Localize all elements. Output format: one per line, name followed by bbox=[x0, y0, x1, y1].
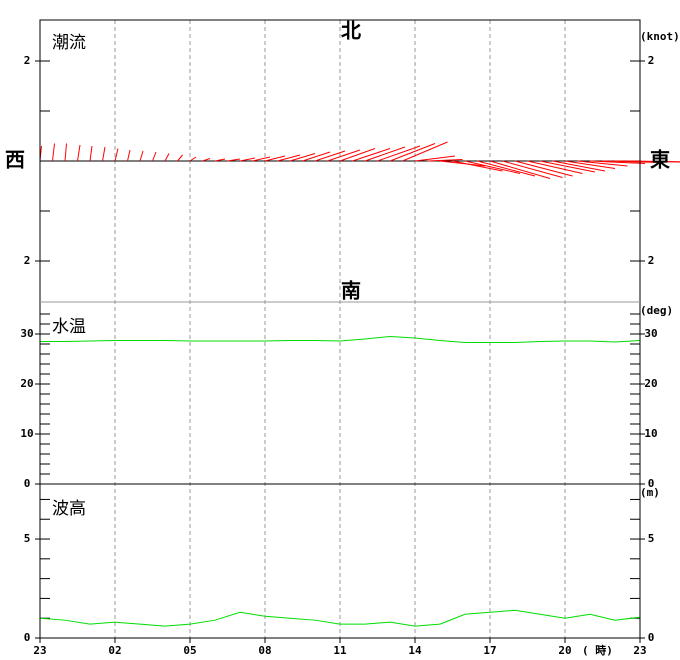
current-vector bbox=[389, 143, 436, 162]
current-vector bbox=[564, 160, 616, 169]
x-tick-label: 20 bbox=[558, 644, 571, 657]
current-vector bbox=[77, 144, 81, 162]
x-tick-label: 08 bbox=[258, 644, 271, 657]
current-vector bbox=[239, 157, 256, 162]
data-line bbox=[39, 609, 641, 627]
direction-south: 南 bbox=[341, 279, 361, 303]
y-tick-label: 2 bbox=[24, 54, 31, 67]
x-tick-label: 17 bbox=[483, 644, 496, 657]
x-tick-label: 23 bbox=[33, 644, 46, 657]
current-vector bbox=[502, 160, 563, 178]
current-vector bbox=[139, 150, 144, 162]
current-vector bbox=[364, 146, 406, 162]
direction-east: 東 bbox=[650, 148, 670, 172]
panel-title: 水温 bbox=[52, 317, 86, 337]
current-vector bbox=[252, 156, 271, 162]
direction-west: 西 bbox=[5, 148, 25, 172]
current-vector bbox=[339, 148, 376, 162]
x-tick-label: 05 bbox=[183, 644, 196, 657]
y-tick-label-right: 0 bbox=[648, 477, 655, 490]
y-tick-label: 2 bbox=[24, 254, 31, 267]
unit-label: (m) bbox=[640, 486, 660, 499]
current-vector bbox=[114, 148, 119, 162]
unit-label: (knot) bbox=[640, 30, 680, 43]
y-tick-label: 20 bbox=[20, 377, 33, 390]
current-vector bbox=[264, 155, 286, 162]
y-tick-label: 5 bbox=[24, 532, 31, 545]
panel-title: 潮流 bbox=[52, 33, 86, 53]
current-vector bbox=[414, 155, 456, 162]
x-tick-label: 23 bbox=[633, 644, 646, 657]
current-vector bbox=[464, 160, 521, 174]
current-vector bbox=[402, 141, 448, 162]
panel-title: 波高 bbox=[52, 499, 86, 519]
y-tick-label-right: 30 bbox=[644, 327, 657, 340]
data-line bbox=[40, 335, 641, 343]
y-tick-label: 10 bbox=[20, 427, 33, 440]
current-vector bbox=[352, 148, 391, 162]
current-vector bbox=[102, 146, 106, 162]
current-vector bbox=[377, 145, 421, 162]
y-tick-label-right: 5 bbox=[648, 532, 655, 545]
current-vector bbox=[477, 160, 536, 177]
current-vector bbox=[277, 154, 301, 162]
current-vector bbox=[589, 160, 646, 164]
x-tick-label: 02 bbox=[108, 644, 121, 657]
current-vector bbox=[314, 150, 346, 162]
y-tick-label-right: 2 bbox=[648, 254, 655, 267]
current-vector bbox=[202, 158, 211, 162]
current-vector bbox=[189, 156, 197, 162]
current-vector bbox=[227, 158, 241, 162]
current-vector bbox=[152, 151, 157, 162]
x-tick-label: 11 bbox=[333, 644, 347, 657]
current-vector bbox=[127, 149, 131, 162]
y-tick-label-right: 20 bbox=[644, 377, 657, 390]
y-tick-label-right: 2 bbox=[648, 54, 655, 67]
plot-frame bbox=[39, 19, 641, 639]
current-vector bbox=[527, 160, 583, 174]
current-vector bbox=[539, 160, 596, 173]
current-vector bbox=[164, 153, 170, 162]
unit-label: (deg) bbox=[640, 304, 673, 317]
y-tick-label: 30 bbox=[20, 327, 33, 340]
current-vector bbox=[289, 153, 316, 162]
current-vector bbox=[214, 158, 226, 162]
current-vector bbox=[452, 160, 503, 172]
current-vector bbox=[489, 160, 551, 179]
current-vector bbox=[514, 160, 573, 177]
current-vector bbox=[427, 159, 463, 162]
y-tick-label: 0 bbox=[24, 477, 31, 490]
current-vector bbox=[627, 160, 680, 163]
y-tick-label-right: 0 bbox=[648, 631, 655, 644]
current-vector bbox=[52, 143, 55, 162]
y-tick-label: 0 bbox=[24, 631, 31, 644]
y-tick-label-right: 10 bbox=[644, 427, 657, 440]
current-vector bbox=[327, 149, 361, 162]
current-vector bbox=[64, 143, 67, 162]
direction-north: 北 bbox=[341, 19, 361, 43]
current-vector bbox=[577, 160, 628, 167]
current-vector bbox=[89, 145, 93, 162]
current-vector bbox=[177, 154, 183, 162]
current-vector bbox=[552, 160, 606, 172]
x-axis-unit: ( 時) bbox=[582, 643, 613, 657]
current-vector bbox=[302, 151, 331, 162]
x-tick-label: 14 bbox=[408, 644, 422, 657]
